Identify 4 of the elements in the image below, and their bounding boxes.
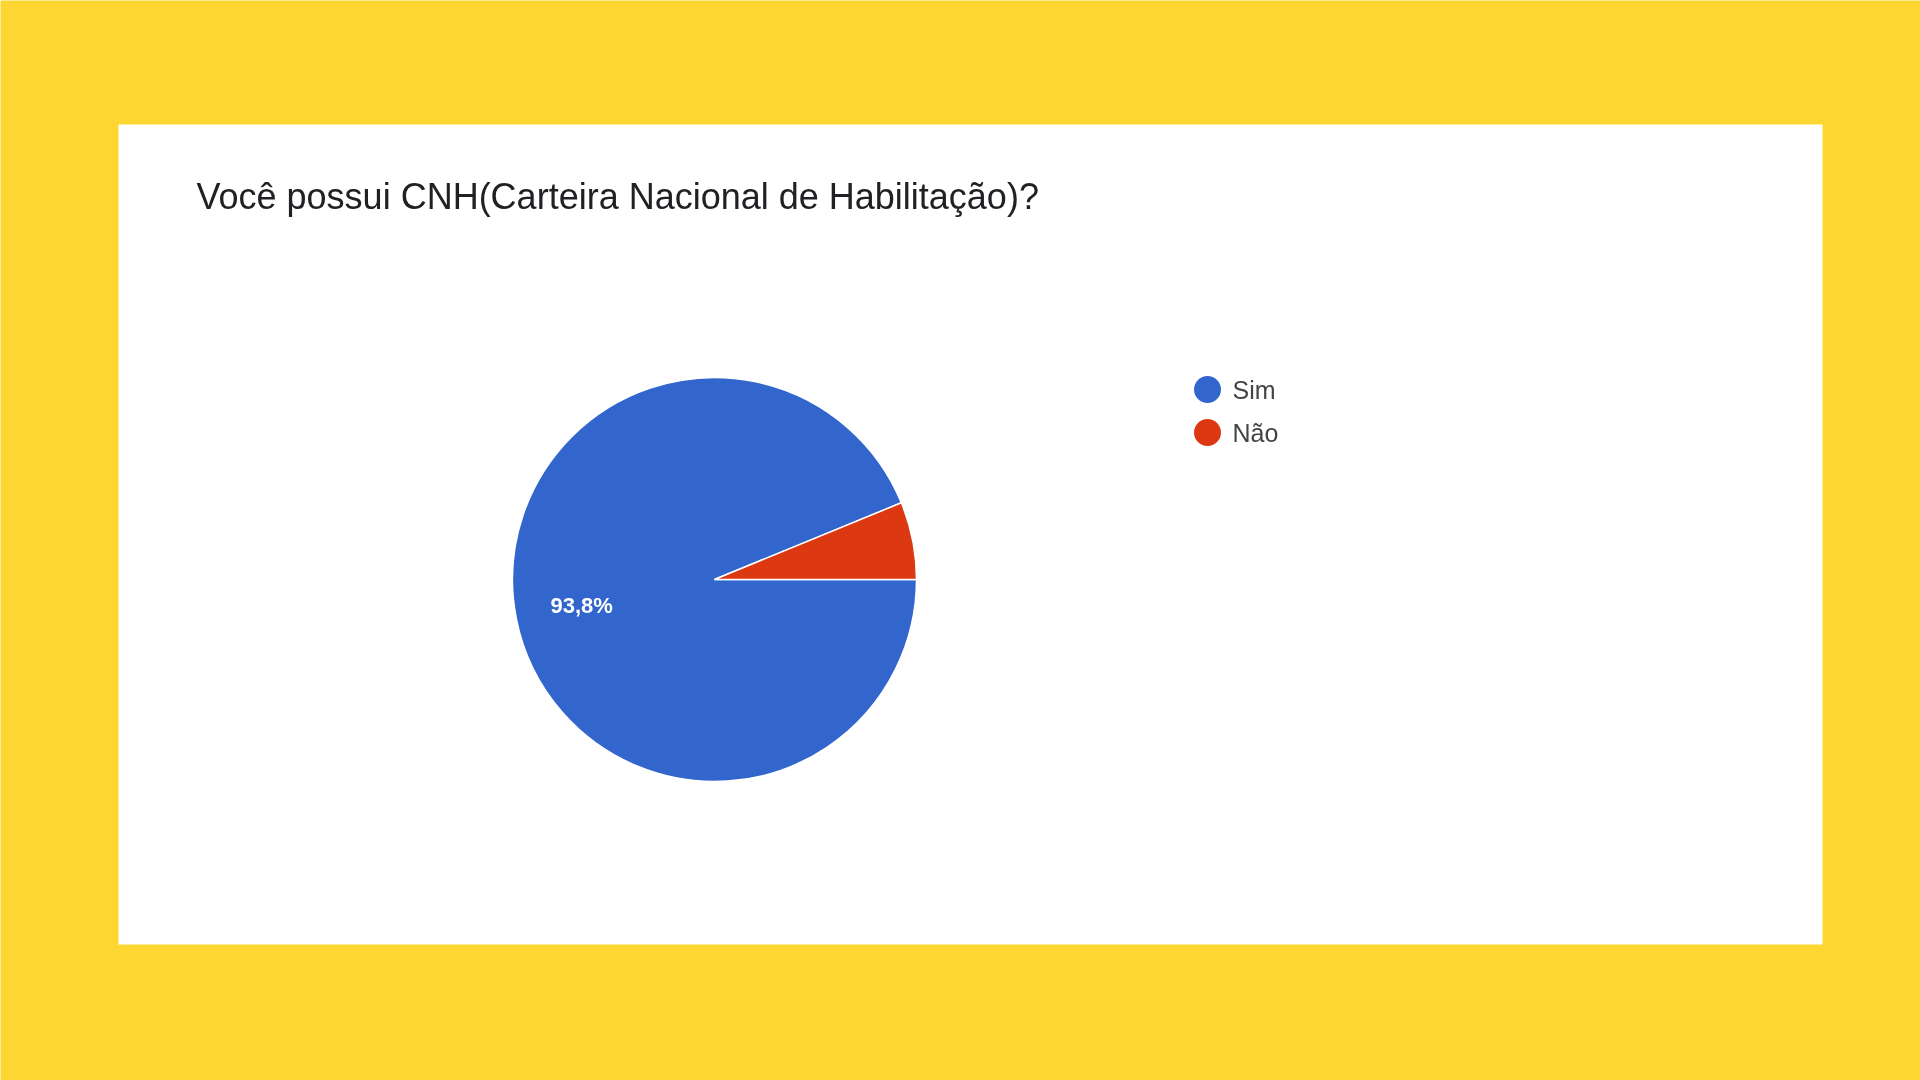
data-label: 93,8% — [550, 593, 613, 619]
legend-label: Sim — [1232, 375, 1276, 404]
legend-label: Não — [1232, 418, 1279, 447]
chart-title: Você possui CNH(Carteira Nacional de Habilitação)? — [196, 176, 1039, 217]
